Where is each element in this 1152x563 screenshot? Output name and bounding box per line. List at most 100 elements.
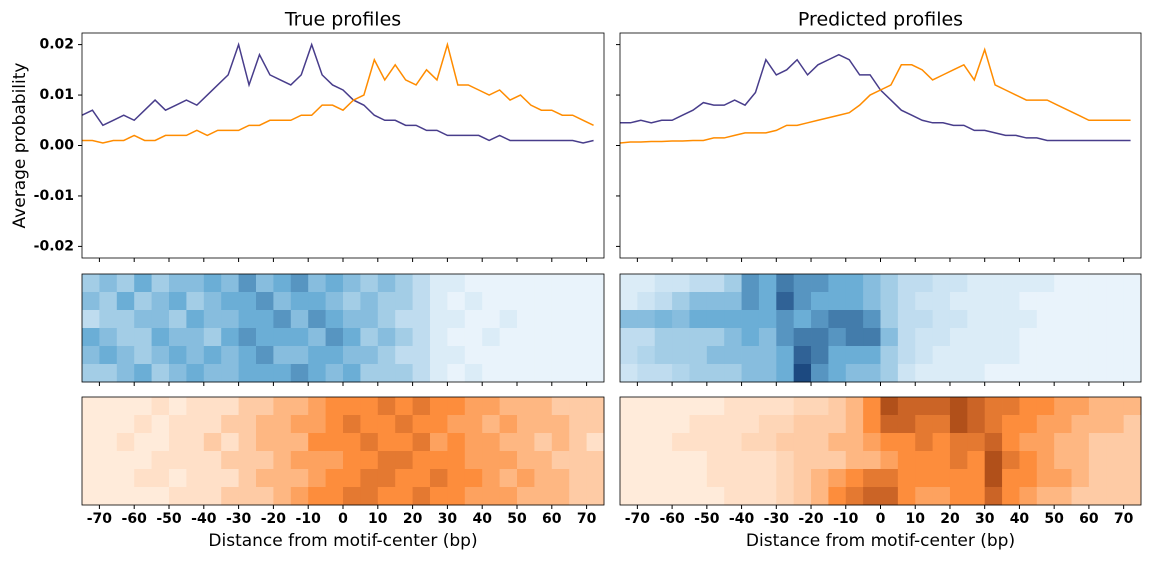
heatmap-cell bbox=[741, 328, 760, 347]
heatmap-cell bbox=[517, 274, 535, 293]
heatmap-cell bbox=[1088, 469, 1107, 488]
heatmap-cell bbox=[169, 346, 187, 365]
heatmap-cell bbox=[256, 415, 274, 434]
heatmap-cell bbox=[290, 274, 309, 293]
heatmap-cell bbox=[447, 397, 466, 416]
profile-line bbox=[82, 41, 594, 144]
heatmap-cell bbox=[637, 451, 656, 470]
heatmap-cell bbox=[325, 292, 344, 311]
heatmap-cell bbox=[169, 433, 187, 452]
heatmap-cell bbox=[273, 274, 292, 293]
heatmap-cell bbox=[672, 451, 690, 470]
heatmap-cell bbox=[551, 364, 570, 383]
heatmap-cell bbox=[238, 346, 257, 365]
heatmap-cell bbox=[186, 364, 205, 383]
heatmap-cell bbox=[82, 451, 100, 470]
heatmap-cell bbox=[290, 328, 309, 347]
heatmap-cell bbox=[1054, 292, 1072, 311]
heatmap-cell bbox=[880, 328, 899, 347]
heatmap-cell bbox=[482, 364, 500, 383]
heatmap-cell bbox=[186, 274, 205, 293]
heatmap-cell bbox=[534, 415, 553, 434]
heatmap-cell bbox=[116, 451, 135, 470]
heatmap-cell bbox=[1106, 451, 1125, 470]
heatmap-cell bbox=[932, 397, 951, 416]
heatmap-cell bbox=[880, 346, 899, 365]
heatmap-cell bbox=[169, 328, 187, 347]
heatmap-cell bbox=[517, 328, 535, 347]
heatmap-cell bbox=[343, 328, 361, 347]
heatmap-cell bbox=[1019, 364, 1038, 383]
x-tick-label: 0 bbox=[876, 511, 886, 527]
heatmap-cell bbox=[897, 469, 916, 488]
y-tick-label: 0.01 bbox=[39, 87, 74, 103]
heatmap-cell bbox=[620, 364, 638, 383]
x-tick-label: 10 bbox=[905, 511, 925, 527]
heatmap-cell bbox=[1019, 274, 1038, 293]
heatmap-cell bbox=[586, 487, 605, 506]
heatmap-cell bbox=[793, 487, 812, 506]
heatmap-cell bbox=[169, 292, 187, 311]
heatmap-cell bbox=[499, 292, 518, 311]
heatmap-cell bbox=[134, 415, 152, 434]
heatmap-cell bbox=[517, 310, 535, 329]
heatmap-cell bbox=[377, 310, 396, 329]
heatmap-cell bbox=[517, 397, 535, 416]
heatmap-cell bbox=[689, 310, 708, 329]
heatmap-cell bbox=[203, 433, 222, 452]
heatmap-cell bbox=[360, 292, 379, 311]
heatmap-cell bbox=[863, 346, 881, 365]
heatmap-cell bbox=[412, 346, 431, 365]
heatmap-cell bbox=[689, 364, 708, 383]
heatmap-cell bbox=[880, 433, 899, 452]
heatmap-cell bbox=[672, 364, 690, 383]
heatmap-cell bbox=[412, 364, 431, 383]
heatmap-cell bbox=[1106, 487, 1125, 506]
heatmap-cell bbox=[741, 346, 760, 365]
heatmap-cell bbox=[620, 487, 638, 506]
heatmap-cell bbox=[290, 469, 309, 488]
heatmap-cell bbox=[1123, 274, 1142, 293]
heatmap-cell bbox=[654, 415, 673, 434]
heatmap-cell bbox=[689, 433, 708, 452]
heatmap-cell bbox=[534, 292, 553, 311]
heatmap-cell bbox=[551, 433, 570, 452]
heatmap-cell bbox=[793, 346, 812, 365]
heatmap-cell bbox=[256, 364, 274, 383]
heatmap-cell bbox=[1071, 433, 1090, 452]
heatmap-cell bbox=[845, 487, 864, 506]
heatmap-cell bbox=[1123, 310, 1142, 329]
heatmap-cell bbox=[273, 415, 292, 434]
heatmap-cell bbox=[689, 274, 708, 293]
heatmap-cell bbox=[238, 451, 257, 470]
x-tick-label: 10 bbox=[368, 511, 388, 527]
heatmap-cell bbox=[116, 346, 135, 365]
heatmap-cell bbox=[203, 310, 222, 329]
heatmap-cell bbox=[325, 397, 344, 416]
heatmap-cell bbox=[967, 292, 986, 311]
heatmap-cell bbox=[186, 415, 205, 434]
heatmap-cell bbox=[1054, 397, 1072, 416]
heatmap-cell bbox=[620, 433, 638, 452]
heatmap-cell bbox=[654, 292, 673, 311]
heatmap-cell bbox=[706, 274, 725, 293]
heatmap-cell bbox=[586, 328, 605, 347]
heatmap-cell bbox=[308, 469, 326, 488]
heatmap-cell bbox=[325, 433, 344, 452]
heatmap-cell bbox=[290, 364, 309, 383]
heatmap-cell bbox=[620, 415, 638, 434]
heatmap-cell bbox=[412, 397, 431, 416]
heatmap-cell bbox=[377, 364, 396, 383]
heatmap-cell bbox=[949, 487, 968, 506]
heatmap-cell bbox=[169, 487, 187, 506]
heatmap-cell bbox=[758, 451, 777, 470]
x-tick-label: 70 bbox=[1114, 511, 1134, 527]
heatmap-cell bbox=[82, 415, 100, 434]
heatmap-cell bbox=[897, 346, 916, 365]
heatmap-cell bbox=[203, 397, 222, 416]
x-tick-label: -10 bbox=[833, 511, 859, 527]
heatmap-cell bbox=[1123, 328, 1142, 347]
heatmap-cell bbox=[984, 364, 1003, 383]
heatmap-cell bbox=[395, 397, 413, 416]
heatmap-cell bbox=[447, 433, 466, 452]
